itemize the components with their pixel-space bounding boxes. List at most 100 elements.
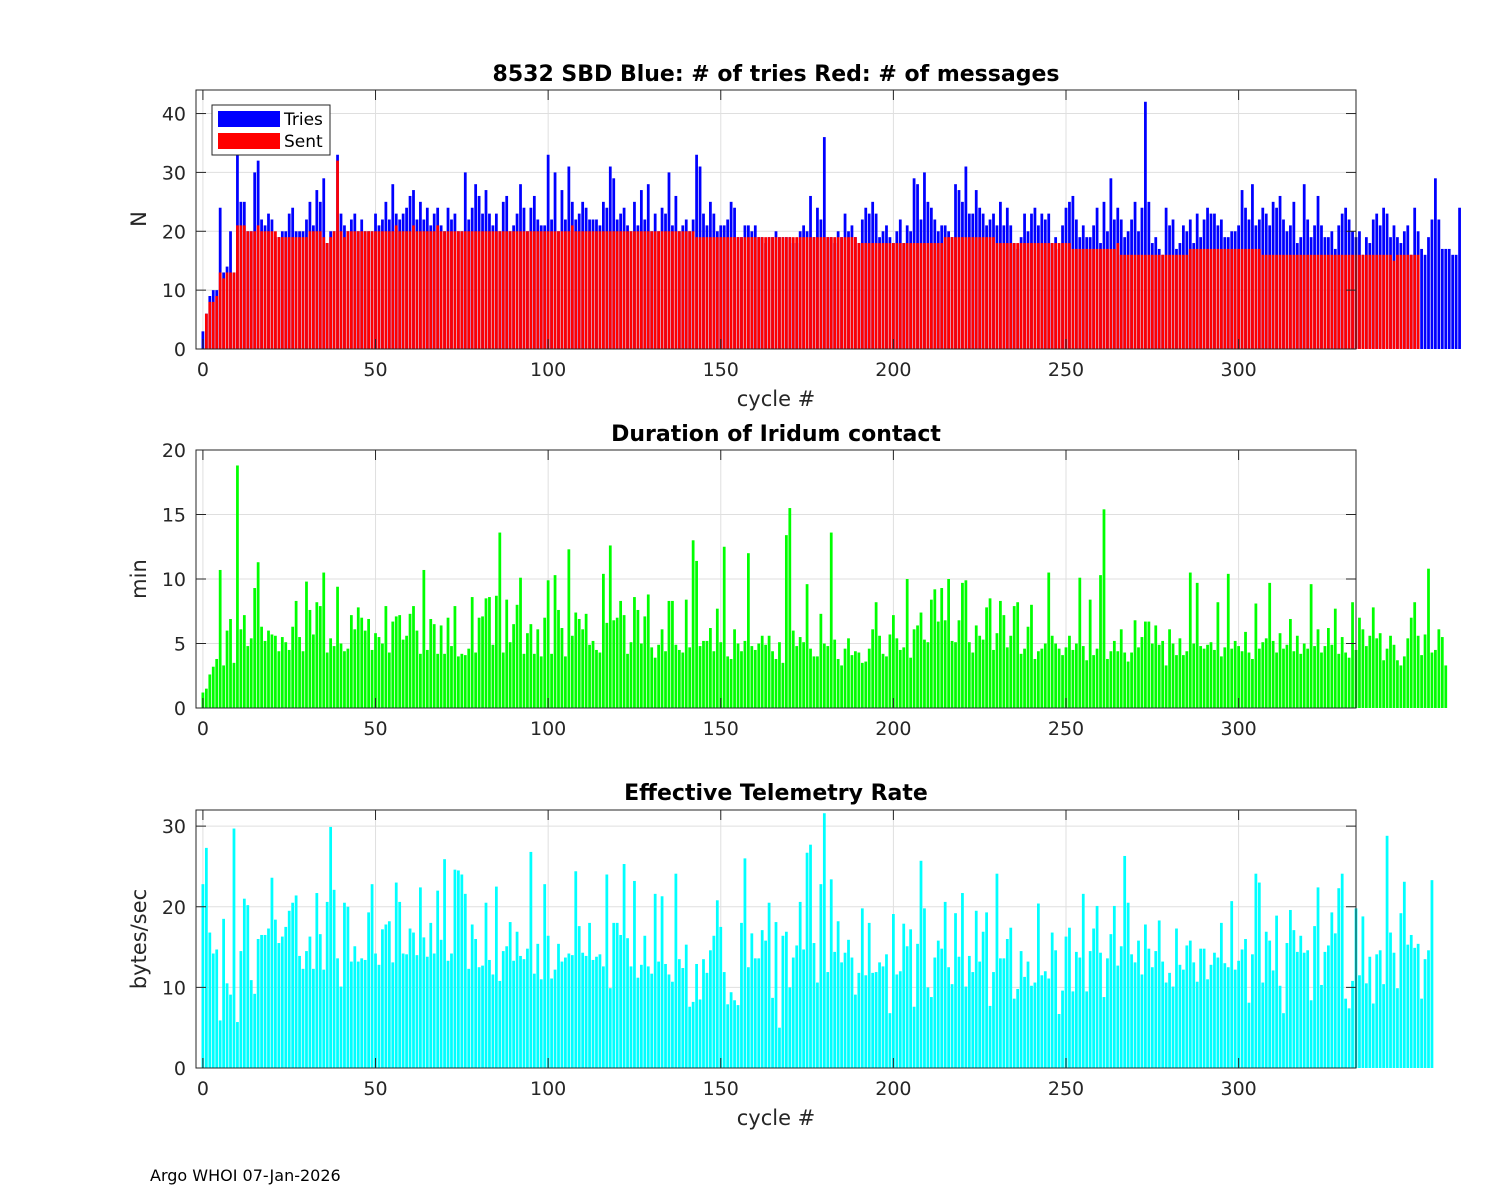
telemetry-bar-rate	[1375, 954, 1379, 1068]
duration-bar-duration	[995, 633, 999, 708]
tries-sent-bar-sent	[1219, 248, 1223, 349]
duration-bar-duration	[1333, 608, 1337, 708]
tries-sent-bar-sent	[1005, 243, 1009, 349]
duration-bar-duration	[636, 609, 640, 708]
duration-bar-duration	[657, 644, 660, 708]
duration-bar-duration	[881, 653, 885, 708]
tries-sent-bar-sent	[204, 313, 208, 349]
telemetry-bar-rate	[353, 946, 357, 1068]
telemetry-bar-rate	[1347, 1008, 1351, 1068]
telemetry-bar-rate	[201, 884, 205, 1068]
telemetry-bar-rate	[608, 988, 612, 1068]
duration-bar-duration	[878, 635, 881, 708]
duration-bar-duration	[1230, 648, 1234, 708]
telemetry-bar-rate	[974, 910, 978, 1068]
duration-bar-duration	[757, 643, 761, 708]
duration-bar-duration	[1057, 648, 1061, 708]
tries-sent-bar-sent	[778, 237, 781, 349]
telemetry-bar-rate	[995, 873, 999, 1068]
telemetry-bar-rate	[429, 922, 433, 1069]
tries-sent-bar-sent	[1102, 248, 1106, 349]
duration-xtick-label: 300	[1220, 718, 1256, 740]
duration-bar-duration	[978, 635, 982, 708]
duration-bar-duration	[349, 615, 353, 708]
duration-bar-duration	[363, 630, 367, 708]
telemetry-bar-rate	[1130, 954, 1133, 1068]
tries-sent-bar-sent	[1271, 254, 1275, 349]
duration-bar-duration	[1168, 629, 1171, 708]
duration-bar-duration	[446, 617, 450, 708]
duration-bar-duration	[802, 642, 805, 708]
tries-sent-ytick-label: 40	[162, 104, 186, 126]
duration-bar-duration	[305, 581, 308, 708]
tries-sent-bar-sent	[999, 243, 1002, 349]
telemetry-bar-rate	[636, 977, 640, 1068]
telemetry-bar-rate	[867, 922, 871, 1069]
duration-bar-duration	[1358, 617, 1361, 708]
tries-sent-bar-sent	[263, 231, 267, 349]
telemetry-bar-rate	[253, 993, 257, 1068]
tries-sent-bar-sent	[795, 237, 799, 349]
duration-bar-duration	[1202, 648, 1206, 708]
tries-sent-bar-sent	[249, 231, 253, 349]
duration-bar-duration	[912, 629, 916, 708]
telemetry-bar-rate	[1088, 951, 1092, 1068]
telemetry-bar-rate	[1112, 905, 1116, 1068]
duration-bar-duration	[1240, 651, 1244, 708]
tries-sent-bar-sent	[812, 237, 816, 349]
duration-bar-duration	[971, 652, 975, 708]
duration-bar-duration	[1275, 652, 1278, 708]
duration-bar-duration	[519, 577, 522, 708]
duration-bar-duration	[515, 604, 519, 708]
telemetry-bar-rate	[229, 994, 232, 1068]
tries-sent-bar-sent	[491, 231, 495, 349]
telemetry-bar-rate	[781, 935, 785, 1068]
telemetry-bar-rate	[550, 978, 553, 1068]
duration-bar-duration	[284, 642, 288, 708]
duration-bar-duration	[809, 648, 812, 708]
tries-sent-bar-sent	[612, 231, 616, 349]
tries-sent-ylabel: N	[127, 211, 151, 227]
duration-bar-duration	[791, 630, 795, 708]
telemetry-bar-rate	[947, 967, 950, 1068]
tries-sent-bar-sent	[1233, 248, 1237, 349]
tries-sent-bar-sent	[505, 231, 509, 349]
tries-sent-bar-sent	[215, 296, 219, 349]
duration-bar-duration	[498, 532, 502, 708]
duration-bar-duration	[546, 580, 550, 708]
tries-sent-bar-sent	[1119, 254, 1123, 349]
tries-sent-bar-sent	[957, 237, 961, 349]
tries-sent-bar-sent	[1230, 248, 1234, 349]
telemetry-bar-rate	[719, 926, 723, 1068]
tries-sent-bar-sent	[943, 237, 947, 349]
tries-sent-bar-sent	[1261, 254, 1265, 349]
duration-bar-duration	[1399, 665, 1403, 708]
tries-sent-bar-sent	[1126, 254, 1130, 349]
duration-xtick-label: 50	[363, 718, 387, 740]
duration-bar-duration	[860, 662, 864, 708]
duration-bar-duration	[719, 642, 723, 708]
tries-sent-bar-sent	[681, 231, 685, 349]
tries-sent-bar-sent	[961, 237, 964, 349]
telemetry-bar-rate	[1213, 952, 1216, 1068]
duration-xtick-label: 250	[1048, 718, 1084, 740]
telemetry-bar-rate	[954, 913, 957, 1068]
tries-sent-bar-sent	[1147, 254, 1151, 349]
duration-bar-duration	[574, 612, 578, 708]
duration-bar-duration	[854, 651, 857, 708]
tries-sent-bar-sent	[1154, 254, 1158, 349]
telemetry-axes-box	[195, 809, 1357, 1069]
duration-bar-duration	[608, 545, 612, 708]
telemetry-bar-rate	[312, 968, 315, 1068]
tries-sent-xtick-label: 50	[363, 359, 387, 381]
telemetry-bar-rate	[929, 997, 933, 1068]
telemetry-bar-rate	[401, 953, 405, 1068]
telemetry-bar-rate	[961, 893, 964, 1068]
duration-bar-duration	[325, 652, 329, 708]
tries-sent-bar-sent	[1223, 248, 1227, 349]
telemetry-bar-rate	[1254, 873, 1258, 1068]
duration-bar-duration	[605, 622, 609, 708]
tries-sent-bar-sent	[1019, 243, 1023, 349]
telemetry-bar-rate	[684, 944, 688, 1068]
tries-sent-bar-sent	[284, 237, 288, 349]
